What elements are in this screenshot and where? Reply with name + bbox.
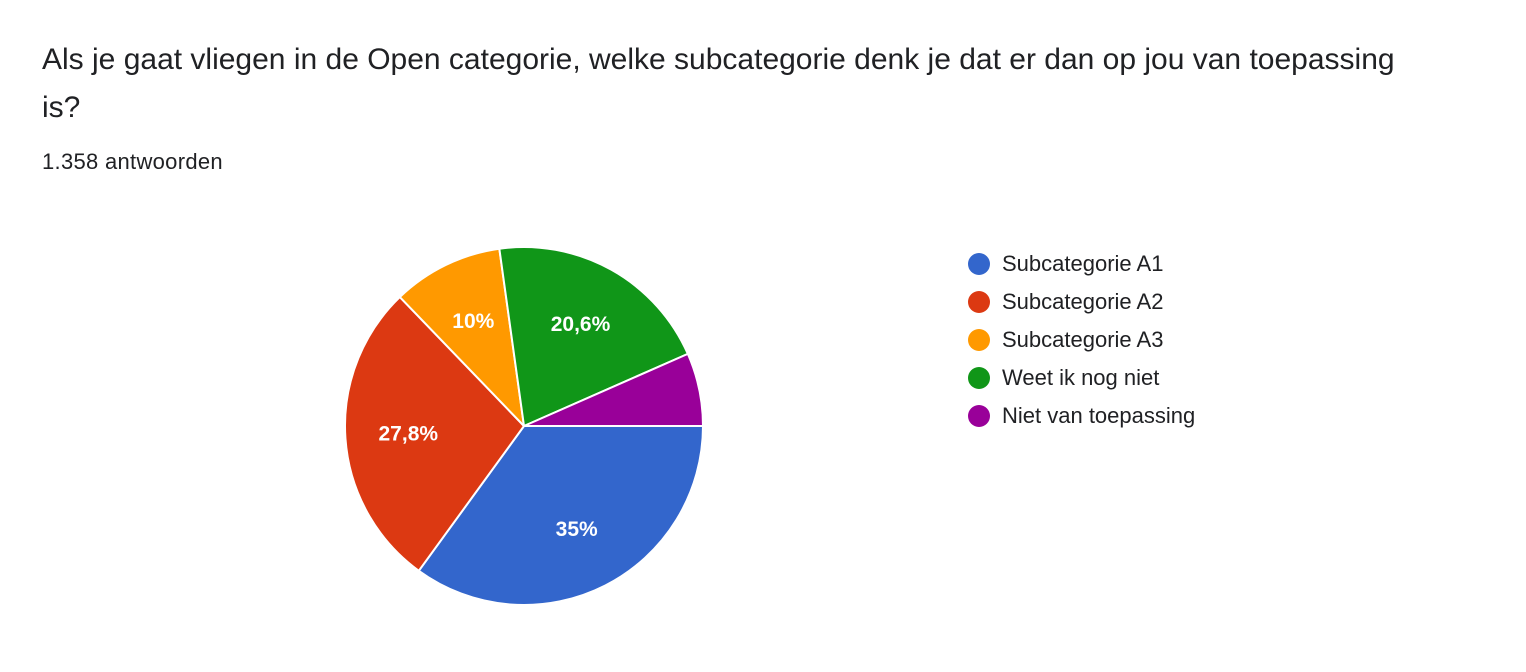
legend-swatch-2	[968, 329, 990, 351]
legend-item-2[interactable]: Subcategorie A3	[968, 321, 1195, 359]
legend-label-1: Subcategorie A2	[1002, 289, 1164, 314]
legend-label-3: Weet ik nog niet	[1002, 365, 1160, 390]
legend-label-4: Niet van toepassing	[1002, 403, 1196, 428]
legend-swatch-1	[968, 291, 990, 313]
response-count: 1.358 antwoorden	[42, 149, 223, 174]
slice-label-0: 35%	[556, 518, 598, 541]
legend-swatch-0	[968, 253, 990, 275]
slice-label-3: 20,6%	[551, 313, 611, 336]
chart-legend: Subcategorie A1 Subcategorie A2 Subcategor…	[968, 245, 1195, 435]
slice-label-2: 10%	[452, 310, 494, 333]
legend-item-1[interactable]: Subcategorie A2	[968, 283, 1195, 321]
pie-slice-3[interactable]	[498, 246, 689, 427]
legend-item-0[interactable]: Subcategorie A1	[968, 245, 1195, 283]
legend-label-0: Subcategorie A1	[1002, 251, 1164, 276]
slice-label-1: 27,8%	[379, 423, 439, 446]
pie-slice-1[interactable]	[344, 296, 525, 572]
pie-slice-0[interactable]	[417, 425, 704, 606]
pie-slice-2[interactable]	[398, 247, 525, 427]
legend-label-2: Subcategorie A3	[1002, 327, 1164, 352]
legend-item-3[interactable]: Weet ik nog niet	[968, 359, 1195, 397]
legend-swatch-4	[968, 405, 990, 427]
question-title: Als je gaat vliegen in de Open categorie…	[42, 43, 1395, 124]
legend-item-4[interactable]: Niet van toepassing	[968, 397, 1195, 435]
legend-swatch-3	[968, 367, 990, 389]
pie-slice-4[interactable]	[523, 352, 704, 427]
